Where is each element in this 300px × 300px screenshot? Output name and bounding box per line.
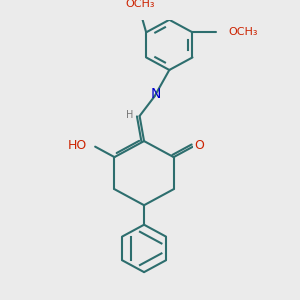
Text: O: O — [195, 139, 204, 152]
Text: OCH₃: OCH₃ — [229, 27, 258, 37]
Text: N: N — [151, 87, 161, 101]
Text: OCH₃: OCH₃ — [125, 0, 155, 9]
Text: HO: HO — [68, 139, 87, 152]
Text: H: H — [126, 110, 134, 120]
